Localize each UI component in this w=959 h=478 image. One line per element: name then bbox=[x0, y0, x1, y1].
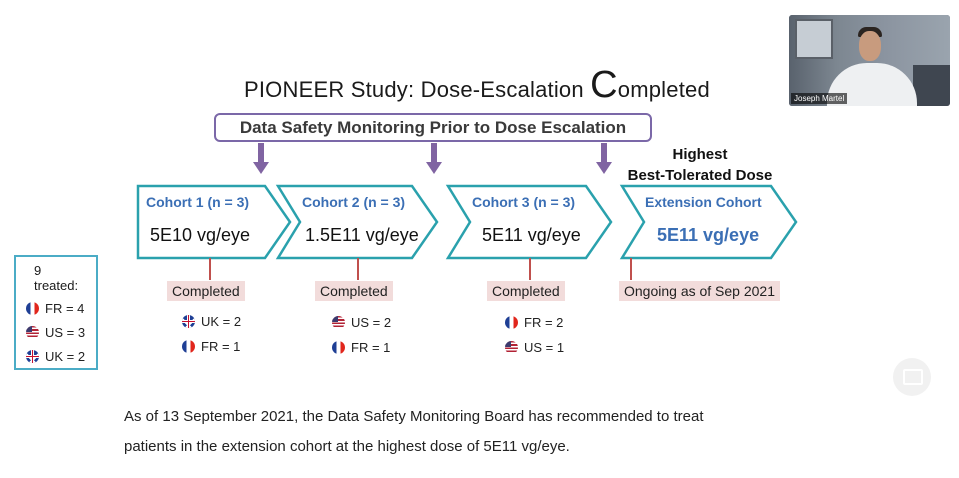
us-flag-icon bbox=[332, 316, 345, 329]
down-arrow-2-head bbox=[426, 162, 442, 174]
connector-3 bbox=[529, 258, 531, 280]
highest-dose-label: Highest Best-Tolerated Dose bbox=[600, 144, 800, 186]
highest-line1: Highest bbox=[672, 146, 728, 163]
extension-cohort-status: Ongoing as of Sep 2021 bbox=[619, 281, 781, 301]
title-big-letter: C bbox=[590, 64, 618, 106]
flag-count: FR = 1 bbox=[201, 339, 241, 354]
treated-summary-box: 9 treated: FR = 4 US = 3 UK = 2 bbox=[14, 255, 98, 370]
summary-line-1: As of 13 September 2021, the Data Safety… bbox=[124, 408, 704, 425]
treated-count: UK = 2 bbox=[45, 349, 86, 364]
down-arrow-2-stem bbox=[431, 143, 437, 163]
cohort-1-flag-row-2: FR = 1 bbox=[182, 339, 240, 354]
extension-cohort-dose: 5E11 vg/eye bbox=[657, 225, 760, 245]
cohort-3-flag-row-1: FR = 2 bbox=[505, 315, 563, 330]
participant-video[interactable]: Joseph Martel bbox=[789, 15, 950, 106]
down-arrow-1-head bbox=[253, 162, 269, 174]
treated-row: FR = 4 bbox=[24, 301, 88, 316]
cohort-3-label: Cohort 3 (n = 3) bbox=[472, 194, 576, 210]
treated-count: FR = 4 bbox=[45, 301, 85, 316]
slide-title: PIONEER Study: Dose-Escalation Completed bbox=[244, 66, 710, 104]
cohort-1-label: Cohort 1 (n = 3) bbox=[146, 194, 250, 210]
cohort-3-flag-row-2: US = 1 bbox=[505, 340, 564, 355]
video-chair bbox=[913, 65, 950, 106]
fr-flag-icon bbox=[26, 302, 39, 315]
cohort-1-dose: 5E10 vg/eye bbox=[150, 225, 251, 245]
connector-4 bbox=[630, 258, 632, 280]
fr-flag-icon bbox=[332, 341, 345, 354]
down-arrow-3-stem bbox=[601, 143, 607, 163]
us-flag-icon bbox=[505, 341, 518, 354]
flag-count: FR = 1 bbox=[351, 340, 391, 355]
extension-cohort-label: Extension Cohort bbox=[645, 194, 762, 210]
video-person-head bbox=[859, 31, 881, 61]
flag-count: FR = 2 bbox=[524, 315, 564, 330]
treated-count: US = 3 bbox=[45, 325, 86, 340]
cohort-2-status: Completed bbox=[315, 281, 393, 301]
screen-share-icon[interactable] bbox=[893, 358, 931, 396]
highest-line2: Best-Tolerated Dose bbox=[627, 167, 773, 184]
cohort-3-status: Completed bbox=[487, 281, 565, 301]
flag-count: US = 1 bbox=[524, 340, 565, 355]
treated-header: 9 treated: bbox=[34, 263, 79, 293]
treated-row: UK = 2 bbox=[24, 349, 88, 364]
chevron-4-shape bbox=[619, 184, 798, 260]
screen-share-icon-frame bbox=[903, 369, 923, 385]
treated-row: US = 3 bbox=[24, 325, 88, 340]
fr-flag-icon bbox=[182, 340, 195, 353]
dsmb-box: Data Safety Monitoring Prior to Dose Esc… bbox=[214, 113, 652, 142]
video-window-frame bbox=[795, 19, 833, 59]
chevron-1-shape bbox=[136, 184, 292, 260]
connector-1 bbox=[209, 258, 211, 280]
summary-line-2: patients in the extension cohort at the … bbox=[124, 438, 570, 455]
cohort-3-dose: 5E11 vg/eye bbox=[482, 225, 581, 245]
cohort-1-flag-row-1: UK = 2 bbox=[182, 314, 241, 329]
summary-paragraph: As of 13 September 2021, the Data Safety… bbox=[124, 402, 824, 462]
uk-flag-icon bbox=[182, 315, 195, 328]
flag-count: US = 2 bbox=[351, 315, 392, 330]
cohort-1-status: Completed bbox=[167, 281, 245, 301]
us-flag-icon bbox=[26, 326, 39, 339]
flag-count: UK = 2 bbox=[201, 314, 242, 329]
down-arrow-1-stem bbox=[258, 143, 264, 163]
chevron-3-shape bbox=[445, 184, 613, 260]
cohort-2-flag-row-1: US = 2 bbox=[332, 315, 391, 330]
fr-flag-icon bbox=[505, 316, 518, 329]
chevron-2-shape bbox=[275, 184, 439, 260]
cohort-2-label: Cohort 2 (n = 3) bbox=[302, 194, 406, 210]
connector-2 bbox=[357, 258, 359, 280]
cohort-2-flag-row-2: FR = 1 bbox=[332, 340, 390, 355]
participant-name-label: Joseph Martel bbox=[791, 93, 848, 104]
cohort-2-dose: 1.5E11 vg/eye bbox=[305, 225, 419, 245]
down-arrow-3-head bbox=[596, 162, 612, 174]
uk-flag-icon bbox=[26, 350, 39, 363]
title-suffix: ompleted bbox=[617, 77, 710, 102]
title-prefix: PIONEER Study: Dose-Escalation bbox=[244, 77, 591, 102]
